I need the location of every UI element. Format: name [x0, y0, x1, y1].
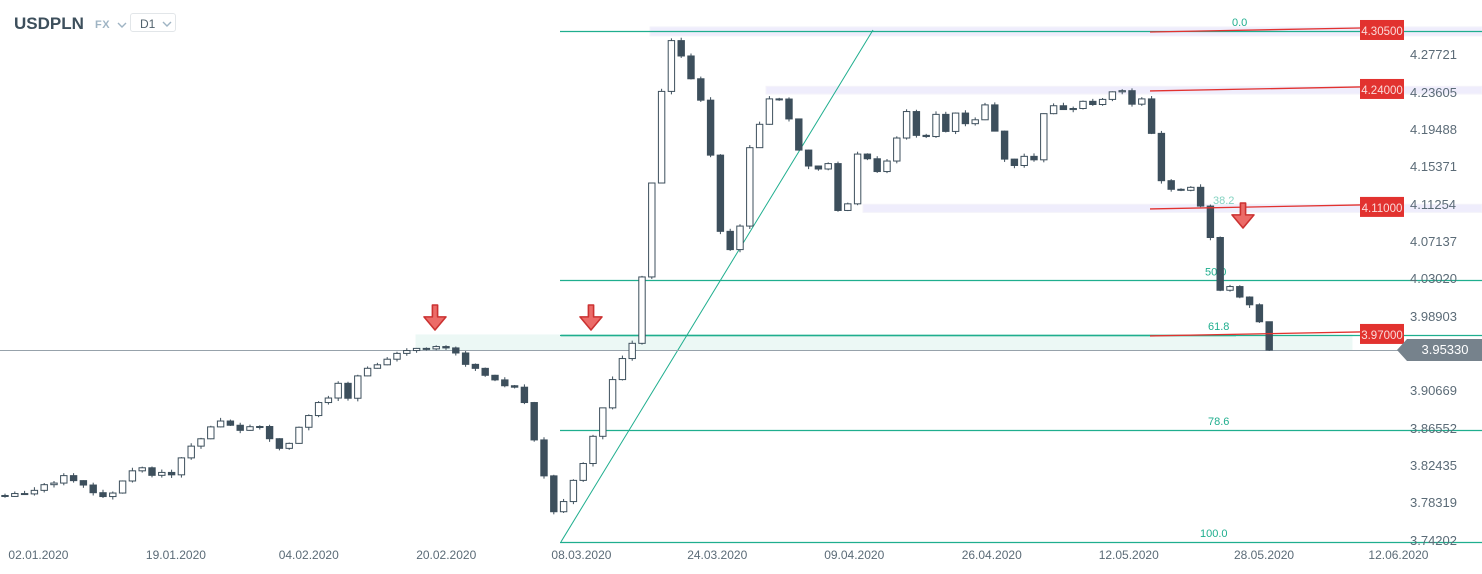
svg-text:78.6: 78.6	[1208, 416, 1229, 428]
svg-text:4.11000: 4.11000	[1362, 203, 1403, 215]
svg-text:100.0: 100.0	[1200, 528, 1228, 540]
svg-text:4.30500: 4.30500	[1361, 26, 1403, 38]
svg-text:61.8: 61.8	[1208, 321, 1229, 333]
svg-text:3.95330: 3.95330	[1422, 342, 1469, 357]
svg-text:4.24000: 4.24000	[1361, 85, 1403, 97]
